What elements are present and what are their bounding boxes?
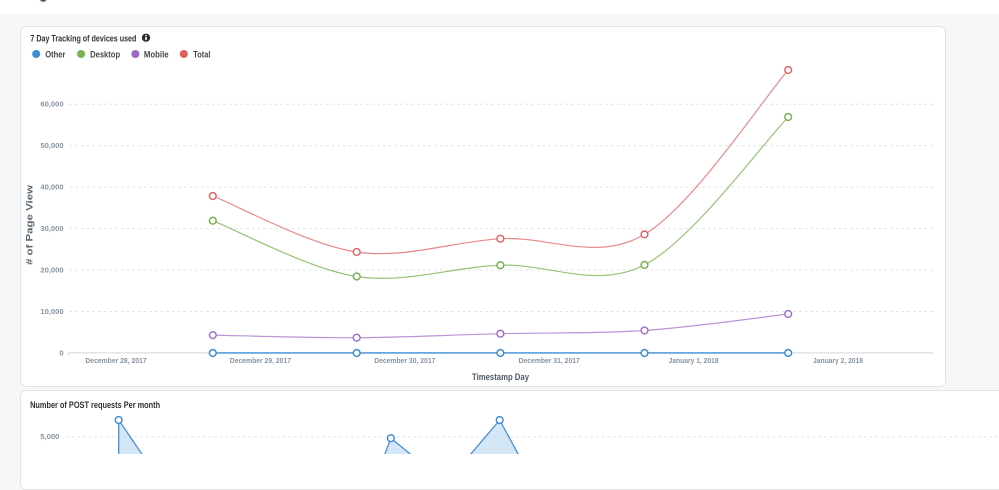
svg-text:January 2, 2018: January 2, 2018 <box>813 356 863 365</box>
svg-text:20,000: 20,000 <box>40 265 63 274</box>
svg-text:60,000: 60,000 <box>40 100 63 109</box>
svg-text:# of Page View: # of Page View <box>25 184 36 265</box>
svg-text:40,000: 40,000 <box>40 183 63 192</box>
svg-text:December 28, 2017: December 28, 2017 <box>85 356 146 365</box>
svg-text:50,000: 50,000 <box>40 141 63 150</box>
svg-text:December 29, 2017: December 29, 2017 <box>230 356 291 365</box>
svg-text:7 Day Tracking of devices used: 7 Day Tracking of devices used <box>30 33 136 43</box>
svg-text:10,000: 10,000 <box>40 307 63 316</box>
svg-text:December 31, 2017: December 31, 2017 <box>519 356 580 365</box>
svg-text:0: 0 <box>59 348 63 357</box>
svg-text:Mobile: Mobile <box>144 50 169 61</box>
svg-text:Timestamp Day: Timestamp Day <box>472 372 529 382</box>
svg-text:Number of POST requests Per mo: Number of POST requests Per month <box>30 400 160 410</box>
svg-text:Total: Total <box>193 50 210 61</box>
svg-text:December 30, 2017: December 30, 2017 <box>374 356 435 365</box>
svg-text:30,000: 30,000 <box>40 224 63 233</box>
svg-text:Desktop: Desktop <box>90 50 120 61</box>
svg-text:Other: Other <box>45 50 66 61</box>
svg-text:5,000: 5,000 <box>40 432 59 441</box>
svg-text:January 1, 2018: January 1, 2018 <box>669 356 719 365</box>
